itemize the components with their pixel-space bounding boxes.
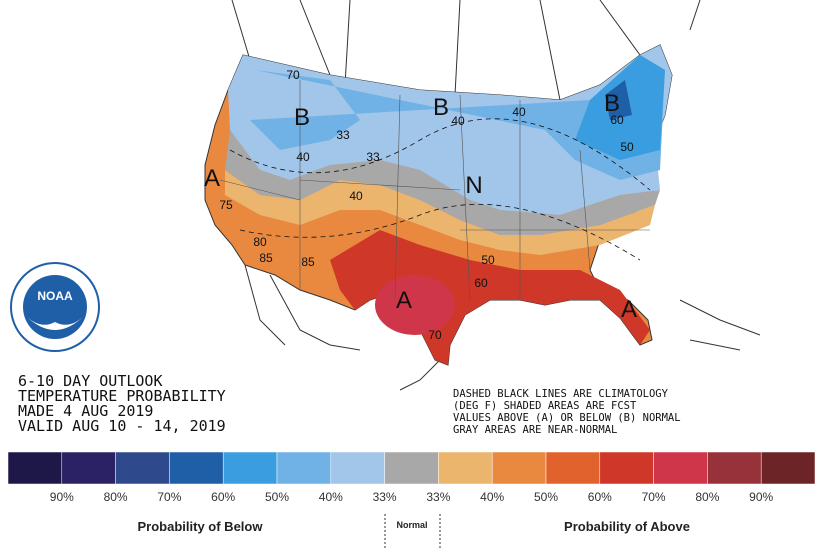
above-70-region [375,275,455,335]
legend-swatch [330,451,385,485]
legend-label: 70% [642,490,666,504]
legend-label: 90% [749,490,773,504]
legend-label: 60% [211,490,235,504]
legend-swatch [438,451,493,485]
note-line: GRAY AREAS ARE NEAR-NORMAL [453,424,617,436]
legend-label: 40% [319,490,343,504]
legend-swatch [653,451,708,485]
contour-label: 70 [286,68,300,82]
legend-label: 80% [695,490,719,504]
legend-label: 60% [588,490,612,504]
legend-swatch [384,451,439,485]
legend-label: 33% [426,490,450,504]
legend-label: 80% [104,490,128,504]
legend-normal-title: Normal [396,520,427,530]
below-60-region [605,80,632,120]
contour-label: 40 [512,105,526,119]
contour-label: 40 [349,189,363,203]
legend-swatch [599,451,654,485]
state-lines [219,80,650,301]
contour-label: 40 [296,150,310,164]
outlook-line: 6-10 DAY OUTLOOK [18,372,163,390]
map-letter: B [604,90,620,117]
legend-above-title: Probability of Above [564,519,690,534]
legend-swatch [760,451,816,485]
contour-label: 60 [610,113,624,127]
legend-label: 33% [373,490,397,504]
note-line: VALUES ABOVE (A) OR BELOW (B) NORMAL [453,412,681,424]
legend-swatch [115,451,170,485]
map: B B B A N A A 33 33 40 40 40 40 50 50 60… [204,0,761,391]
contour-label: 80 [253,235,267,249]
canada-border [231,0,701,101]
contour-label: 75 [219,198,233,212]
contour-label: 60 [474,276,488,290]
legend-swatch [222,451,278,485]
legend-swatch [707,451,762,485]
outlook-line: TEMPERATURE PROBABILITY [18,387,226,405]
legend-swatch [169,451,224,485]
map-letter: A [621,296,637,323]
contour-label: 50 [481,253,495,267]
note-line: DASHED BLACK LINES ARE CLIMATOLOGY [453,388,669,400]
legend-label: 40% [480,490,504,504]
contour-label: 33 [336,128,350,142]
contour-label: 40 [451,114,465,128]
map-letter: B [294,104,310,131]
legend: 90% 80% 70% 60% 50% 40% 33% 33% 40% 50% 60% 70% 80% 9… [7,451,816,504]
contour-label: 70 [428,328,442,342]
contour-label: 85 [301,255,315,269]
legend-below-title: Probability of Below [138,519,264,534]
legend-label: 90% [50,490,74,504]
noaa-logo: NOAA [10,262,100,352]
legend-swatch [491,451,547,485]
map-letter: A [204,165,220,192]
note-line: (DEG F) SHADED AREAS ARE FCST [453,400,637,412]
legend-swatch [545,451,601,485]
map-letter: A [396,287,412,314]
legend-label: 50% [534,490,558,504]
outlook-line: MADE 4 AUG 2019 [18,402,153,420]
map-letter: N [465,172,482,199]
legend-label: 50% [265,490,289,504]
legend-swatch [61,451,116,485]
note-text: DASHED BLACK LINES ARE CLIMATOLOGY(DEG F… [453,388,681,436]
contour-label: 33 [366,150,380,164]
map-letter: B [433,94,449,121]
outlook-line: VALID AUG 10 - 14, 2019 [18,417,226,435]
legend-swatch [276,451,332,485]
gray-region [225,130,660,235]
legend-swatch [7,451,63,485]
below-40-region [250,55,665,180]
contour-label: 50 [620,140,634,154]
red-region [330,230,650,365]
contour-label: 85 [259,251,273,265]
climatology-lines [229,118,651,261]
legend-label: 70% [157,490,181,504]
mexico-outline [244,264,761,391]
logo-text: NOAA [37,289,73,303]
